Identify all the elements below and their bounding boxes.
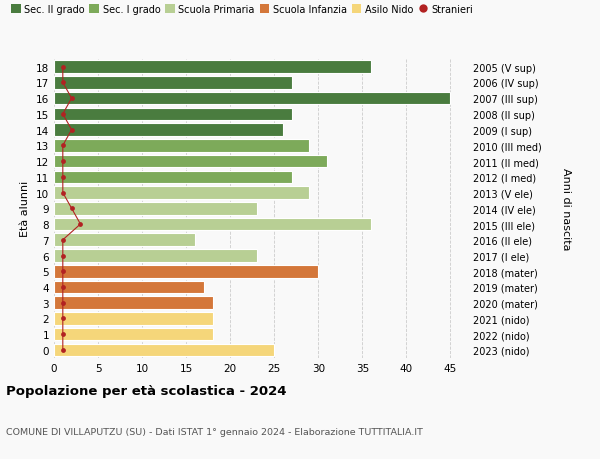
- Bar: [54, 328, 212, 341]
- Point: [58, 174, 68, 181]
- Point: [58, 347, 68, 354]
- Bar: [54, 265, 318, 278]
- Point: [58, 190, 68, 197]
- Bar: [54, 202, 257, 215]
- Point: [58, 79, 68, 87]
- Bar: [54, 108, 292, 121]
- Point: [67, 205, 76, 213]
- Point: [58, 111, 68, 118]
- Text: Popolazione per età scolastica - 2024: Popolazione per età scolastica - 2024: [6, 384, 287, 397]
- Bar: [54, 124, 283, 137]
- Point: [58, 252, 68, 260]
- Bar: [54, 234, 195, 246]
- Point: [58, 268, 68, 275]
- Point: [67, 95, 76, 103]
- Point: [58, 299, 68, 307]
- Point: [58, 142, 68, 150]
- Bar: [54, 313, 212, 325]
- Bar: [54, 140, 310, 152]
- Point: [58, 64, 68, 71]
- Point: [58, 236, 68, 244]
- Bar: [54, 171, 292, 184]
- Point: [58, 158, 68, 165]
- Point: [67, 127, 76, 134]
- Bar: [54, 93, 451, 105]
- Bar: [54, 156, 327, 168]
- Y-axis label: Anni di nascita: Anni di nascita: [561, 168, 571, 250]
- Bar: [54, 281, 204, 294]
- Y-axis label: Età alunni: Età alunni: [20, 181, 31, 237]
- Bar: [54, 187, 310, 199]
- Point: [58, 331, 68, 338]
- Legend: Sec. II grado, Sec. I grado, Scuola Primaria, Scuola Infanzia, Asilo Nido, Stran: Sec. II grado, Sec. I grado, Scuola Prim…: [11, 5, 473, 15]
- Point: [76, 221, 85, 228]
- Bar: [54, 77, 292, 90]
- Bar: [54, 344, 274, 357]
- Bar: [54, 297, 212, 309]
- Text: COMUNE DI VILLAPUTZU (SU) - Dati ISTAT 1° gennaio 2024 - Elaborazione TUTTITALIA: COMUNE DI VILLAPUTZU (SU) - Dati ISTAT 1…: [6, 427, 423, 436]
- Point: [58, 315, 68, 322]
- Bar: [54, 61, 371, 74]
- Point: [58, 284, 68, 291]
- Bar: [54, 218, 371, 231]
- Bar: [54, 250, 257, 262]
